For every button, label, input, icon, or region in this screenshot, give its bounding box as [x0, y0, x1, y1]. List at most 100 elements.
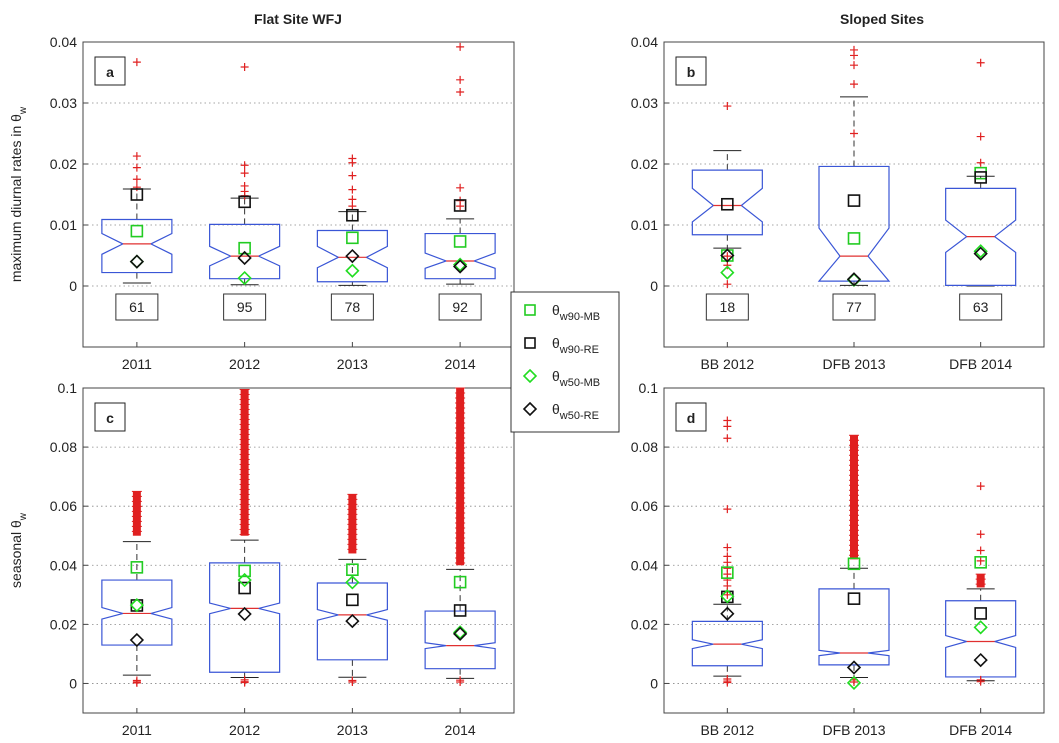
w50-re-marker [846, 660, 862, 675]
count-label: 61 [129, 299, 145, 315]
outlier-point [348, 202, 357, 211]
notched-box [209, 562, 281, 673]
legend-marker-diamond [522, 401, 538, 417]
legend-label-symbol: θ [552, 401, 560, 417]
w50-re-marker [129, 254, 145, 269]
w90-mb-marker [130, 561, 144, 574]
w50-re-marker [345, 248, 360, 264]
outlier-cluster [240, 389, 249, 536]
count-box [832, 293, 876, 321]
w50-re-marker [452, 259, 468, 274]
count-box [959, 293, 1003, 321]
outlier-point [456, 183, 465, 192]
count-label: 18 [720, 299, 736, 315]
legend-label-symbol: θ [552, 368, 560, 384]
x-tick-label: BB 2012 [700, 722, 754, 738]
notched-box [945, 600, 1017, 678]
box-group: 2014 [424, 387, 496, 738]
count-label: 92 [452, 299, 468, 315]
y-tick-label: 0.08 [50, 439, 77, 455]
notched-box [101, 218, 173, 274]
panel-letter: c [106, 410, 114, 426]
axes-frame [82, 387, 515, 714]
w90-re-marker [847, 194, 861, 207]
y-tick-label: 0.04 [50, 557, 77, 573]
w90-re-marker [453, 199, 467, 212]
w90-re-marker [453, 604, 467, 617]
box-group: BB 2012 18 [691, 102, 763, 372]
w90-re-marker [974, 171, 987, 184]
w90-mb-marker [847, 557, 861, 571]
outlier-point [976, 546, 985, 555]
x-tick-label: DFB 2013 [822, 722, 885, 738]
outlier-point [240, 161, 249, 170]
legend-label-sub: w50-RE [559, 410, 599, 422]
box-group: 2013 78 [316, 154, 388, 372]
count-box [705, 293, 749, 321]
y-tick-label: 0.04 [631, 34, 658, 50]
outlier-point [456, 75, 465, 84]
w50-mb-marker [973, 244, 988, 259]
legend-marker-square [524, 304, 536, 316]
x-tick-label: 2011 [122, 356, 152, 372]
y-tick-label: 0.01 [631, 217, 658, 233]
count-box [330, 293, 374, 321]
outlier-point [723, 543, 732, 552]
y-tick-label: 0 [69, 675, 77, 691]
x-tick-label: DFB 2014 [949, 356, 1012, 372]
w90-re-marker [974, 607, 987, 620]
y-tick-label: 0.02 [631, 156, 658, 172]
y-tick-label: 0.06 [631, 498, 658, 514]
y-tick-label: 0.02 [50, 156, 77, 172]
w50-mb-marker [345, 575, 360, 590]
box-group: 2013 [316, 493, 388, 738]
notched-box [316, 229, 388, 283]
outlier-cluster [850, 435, 858, 560]
outlier-point [723, 102, 732, 111]
outlier-point [132, 163, 141, 172]
w90-mb-marker [721, 566, 734, 579]
y-tick-label: 0 [650, 675, 658, 691]
outlier-point [976, 530, 985, 539]
y-tick-label: 0.02 [50, 616, 77, 632]
count-box [438, 293, 482, 321]
outlier-point [723, 505, 732, 514]
legend-label: θw90-MB [552, 302, 600, 323]
outlier-point [240, 63, 249, 72]
w50-re-marker [973, 652, 988, 668]
y-tick-label: 0.04 [631, 557, 658, 573]
outlier-point [723, 678, 732, 687]
outlier-point [132, 58, 141, 67]
w50-re-marker [345, 613, 360, 629]
legend-marker-diamond [522, 368, 538, 384]
column-title-sloped: Sloped Sites [840, 11, 924, 27]
y-tick-label: 0.02 [631, 616, 658, 632]
outlier-point [348, 158, 357, 167]
box-group: DFB 2013 77 [817, 45, 891, 372]
outlier-point [456, 42, 465, 51]
w90-re-marker [238, 581, 251, 595]
notched-box [691, 620, 763, 667]
legend-label-sub: w50-MB [559, 377, 600, 389]
w90-re-marker [847, 592, 861, 605]
outlier-point [850, 129, 858, 138]
notched-box [424, 232, 496, 280]
box-group: BB 2012 [691, 416, 763, 738]
y-tick-label: 0.03 [631, 95, 658, 111]
box-group: DFB 2014 [945, 482, 1017, 738]
outlier-point [348, 195, 357, 204]
outlier-point [723, 434, 732, 443]
w50-re-marker [129, 632, 145, 648]
outlier-cluster [132, 491, 141, 536]
outlier-point [976, 482, 985, 491]
outlier-point [850, 51, 858, 60]
count-label: 63 [973, 299, 989, 315]
legend-label: θw90-RE [552, 335, 599, 356]
y-tick-label: 0.06 [50, 498, 77, 514]
box-group: 2012 [209, 388, 281, 738]
x-tick-label: DFB 2014 [949, 722, 1012, 738]
panel-d: 0 0.02 0.04 0.06 0.08 0.1 d BB 2012 DFB 2013 DFB … [631, 380, 1045, 738]
y-tick-label: 0.1 [58, 380, 78, 396]
w90-re-marker [130, 188, 144, 201]
